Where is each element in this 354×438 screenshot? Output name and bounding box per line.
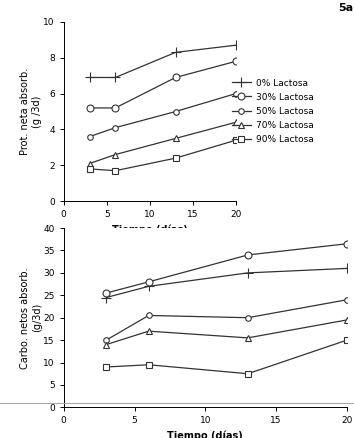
- 90% Lactosa: [113, 168, 118, 173]
- 90% Lactosa: [87, 166, 92, 172]
- Line: 70% Lactosa: 70% Lactosa: [86, 119, 239, 167]
- 70% Lactosa: [104, 342, 108, 347]
- Line: 30% Lactosa: 30% Lactosa: [103, 240, 350, 297]
- 30% Lactosa: [173, 75, 178, 80]
- 90% Lactosa: [234, 138, 238, 143]
- 0% Lactosa: [234, 42, 238, 48]
- 50% Lactosa: [113, 125, 118, 130]
- X-axis label: Tiempo (días): Tiempo (días): [167, 431, 243, 438]
- 30% Lactosa: [113, 105, 118, 110]
- Line: 90% Lactosa: 90% Lactosa: [103, 337, 350, 377]
- Y-axis label: Prot. neta absorb.
(g /3d): Prot. neta absorb. (g /3d): [20, 68, 42, 155]
- 50% Lactosa: [234, 91, 238, 96]
- 50% Lactosa: [87, 134, 92, 139]
- 50% Lactosa: [104, 338, 108, 343]
- Line: 30% Lactosa: 30% Lactosa: [86, 58, 239, 111]
- 90% Lactosa: [246, 371, 250, 376]
- 30% Lactosa: [147, 279, 151, 284]
- 70% Lactosa: [113, 152, 118, 157]
- 90% Lactosa: [173, 155, 178, 161]
- Legend: 0% Lactosa, 30% Lactosa, 50% Lactosa, 70% Lactosa, 90% Lactosa: 0% Lactosa, 30% Lactosa, 50% Lactosa, 70…: [232, 79, 314, 144]
- 0% Lactosa: [113, 75, 118, 80]
- Line: 70% Lactosa: 70% Lactosa: [103, 317, 350, 348]
- 70% Lactosa: [234, 120, 238, 125]
- Line: 0% Lactosa: 0% Lactosa: [85, 40, 241, 82]
- 50% Lactosa: [345, 297, 349, 302]
- 0% Lactosa: [173, 50, 178, 55]
- 0% Lactosa: [246, 270, 250, 276]
- Y-axis label: Carbo. netos absorb.
(g/3d): Carbo. netos absorb. (g/3d): [20, 267, 42, 368]
- 30% Lactosa: [104, 290, 108, 296]
- Line: 50% Lactosa: 50% Lactosa: [87, 91, 239, 139]
- 0% Lactosa: [87, 75, 92, 80]
- 70% Lactosa: [173, 136, 178, 141]
- 30% Lactosa: [234, 59, 238, 64]
- 70% Lactosa: [246, 335, 250, 340]
- 50% Lactosa: [147, 313, 151, 318]
- 50% Lactosa: [173, 109, 178, 114]
- 70% Lactosa: [87, 161, 92, 166]
- 30% Lactosa: [345, 241, 349, 247]
- Line: 0% Lactosa: 0% Lactosa: [101, 264, 352, 302]
- 30% Lactosa: [246, 252, 250, 258]
- 30% Lactosa: [87, 105, 92, 110]
- Line: 90% Lactosa: 90% Lactosa: [87, 138, 239, 173]
- 70% Lactosa: [147, 328, 151, 334]
- 0% Lactosa: [147, 284, 151, 289]
- 90% Lactosa: [104, 364, 108, 370]
- 90% Lactosa: [345, 338, 349, 343]
- 90% Lactosa: [147, 362, 151, 367]
- 0% Lactosa: [104, 295, 108, 300]
- 70% Lactosa: [345, 317, 349, 322]
- 50% Lactosa: [246, 315, 250, 320]
- 0% Lactosa: [345, 266, 349, 271]
- Text: 5a: 5a: [339, 3, 354, 13]
- Line: 50% Lactosa: 50% Lactosa: [103, 297, 350, 343]
- X-axis label: Tiempo (días): Tiempo (días): [112, 225, 188, 235]
